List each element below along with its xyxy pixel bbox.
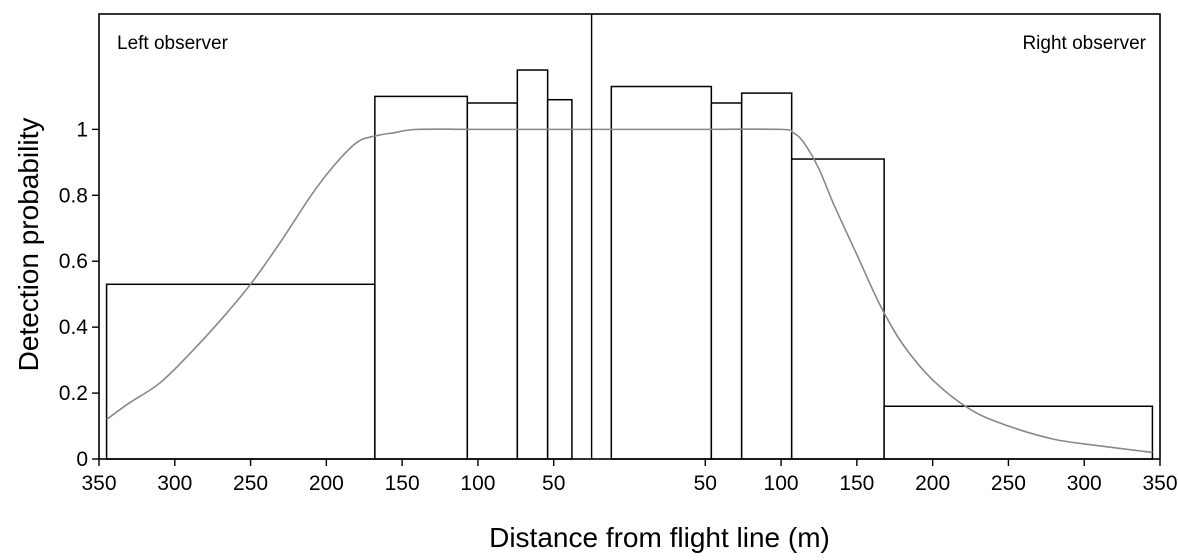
x-tick-label: 350: [81, 472, 116, 495]
x-tick-label: 250: [991, 472, 1026, 495]
x-tick-label: 150: [385, 472, 420, 495]
left-observer-label: Left observer: [117, 33, 229, 54]
y-axis-title: Detection probability: [13, 118, 44, 372]
y-tick-label: 0.8: [59, 184, 88, 207]
x-tick-label: 300: [157, 472, 192, 495]
x-tick-label: 250: [233, 472, 268, 495]
bars-layer: [105, 69, 1154, 460]
plot-frame: [98, 13, 1161, 460]
y-tick-label: 0.6: [59, 250, 88, 273]
histogram-bar-7: [740, 92, 793, 460]
x-axis-title: Distance from flight line (m): [489, 522, 830, 553]
x-tick-label: 200: [915, 472, 950, 495]
x-tick-label: 50: [542, 472, 565, 495]
histogram-bar-5: [610, 85, 713, 460]
histogram-bar-9: [883, 405, 1154, 460]
histogram-bar-1: [374, 95, 469, 460]
y-tick-label: 0.2: [59, 382, 88, 405]
x-tick-label: 300: [1067, 472, 1102, 495]
y-tick-label: 1: [76, 118, 88, 141]
histogram-bar-8: [790, 158, 885, 460]
histogram-bar-3: [516, 69, 549, 460]
x-tick-label: 50: [694, 472, 717, 495]
x-axis: 350 300 250 200 150 100 50 50 100 150 200 250 300 350: [81, 459, 1178, 495]
x-tick-label: 350: [1142, 472, 1177, 495]
y-tick-label: 0.4: [59, 316, 89, 339]
x-tick-label: 100: [764, 472, 799, 495]
histogram-bar-2: [466, 102, 519, 460]
x-tick-label: 100: [460, 472, 495, 495]
x-tick-label: 200: [309, 472, 344, 495]
y-tick-label: 0: [76, 448, 88, 471]
y-axis: 0 0.2 0.4 0.6 0.8 1: [59, 118, 99, 471]
histogram-bar-6: [710, 102, 743, 460]
detection-curve: [106, 128, 1153, 454]
curve-layer: [106, 128, 1153, 454]
histogram-bar-4: [546, 98, 573, 460]
histogram-bar-0: [105, 283, 376, 460]
x-tick-label: 150: [839, 472, 874, 495]
right-observer-label: Right observer: [1022, 33, 1146, 54]
